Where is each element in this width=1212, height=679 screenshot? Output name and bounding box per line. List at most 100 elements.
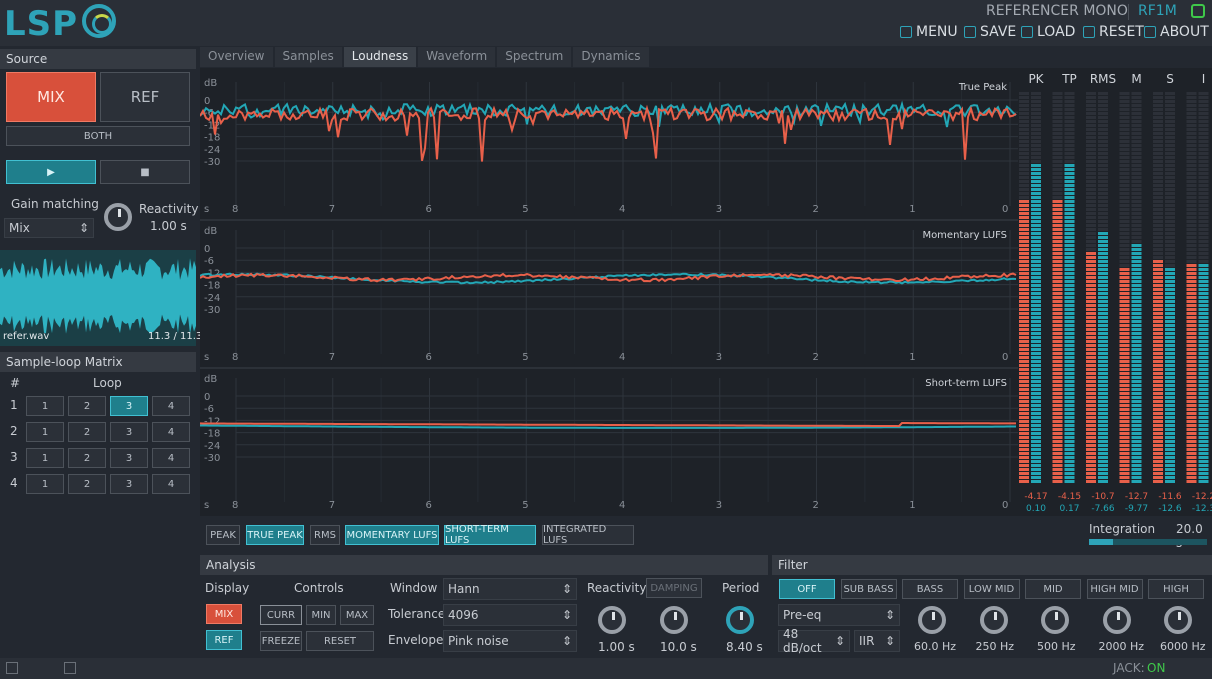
gain-matching-select[interactable]: Mix ⇕	[4, 218, 94, 238]
power-icon[interactable]	[1191, 4, 1205, 18]
ref-meter-bar	[1198, 188, 1209, 191]
loop-cell-button[interactable]: 1	[26, 448, 64, 468]
filter-band-button[interactable]: OFF	[779, 579, 835, 599]
filter-type-select[interactable]: IIR ⇕	[854, 630, 900, 652]
display-mix-button[interactable]: MIX	[206, 604, 242, 624]
loop-cell-button[interactable]: 3	[110, 448, 148, 468]
mix-meter-bar	[1153, 120, 1163, 123]
filter-freq-knob[interactable]	[1041, 606, 1069, 634]
both-button[interactable]: BOTH	[6, 126, 190, 146]
mix-meter-bar	[1153, 400, 1163, 403]
loop-cell-button[interactable]: 4	[152, 396, 190, 416]
ref-meter-bar	[1031, 480, 1041, 483]
display-toggle-button[interactable]: MOMENTARY LUFS	[345, 525, 439, 545]
reactivity-knob[interactable]	[104, 203, 132, 231]
mix-meter-bar	[1019, 292, 1029, 295]
freeze-button[interactable]: FREEZE	[260, 631, 302, 651]
mix-meter-bar	[1153, 296, 1163, 299]
ref-meter-bar	[1131, 232, 1142, 235]
ref-meter-bar	[1064, 236, 1075, 239]
ref-meter-bar	[1198, 440, 1209, 443]
mix-meter-bar	[1119, 444, 1130, 447]
filter-band-button[interactable]: BASS	[902, 579, 958, 599]
ref-button[interactable]: REF	[100, 72, 190, 122]
loop-cell-button[interactable]: 4	[152, 474, 190, 494]
analysis-reset-button[interactable]: RESET	[306, 631, 374, 651]
display-ref-button[interactable]: REF	[206, 630, 242, 650]
filter-band-button[interactable]: HIGH MID	[1086, 579, 1143, 599]
loop-cell-button[interactable]: 4	[152, 448, 190, 468]
tab-samples[interactable]: Samples	[274, 47, 342, 67]
ref-meter-bar	[1031, 420, 1041, 423]
play-button[interactable]: ▶	[6, 160, 96, 184]
ref-meter-bar	[1165, 440, 1175, 443]
filter-band-button[interactable]: HIGH	[1148, 579, 1204, 599]
tab-overview[interactable]: Overview	[200, 47, 273, 67]
loop-cell-button[interactable]: 2	[68, 474, 106, 494]
mix-meter-bar	[1119, 344, 1130, 347]
tab-waveform[interactable]: Waveform	[418, 47, 496, 67]
curr-button[interactable]: CURR	[260, 605, 302, 625]
loop-cell-button[interactable]: 1	[26, 422, 64, 442]
ref-meter-bar	[1165, 360, 1175, 363]
ref-meter-bar	[1064, 456, 1075, 459]
loop-cell-button[interactable]: 1	[26, 474, 64, 494]
mix-meter-bar	[1153, 432, 1163, 435]
filter-band-button[interactable]: LOW MID	[963, 579, 1020, 599]
x-tick-label: 0	[1002, 204, 1008, 215]
text-icon[interactable]	[64, 662, 76, 674]
loop-cell-button[interactable]: 1	[26, 396, 64, 416]
filter-band-button[interactable]: MID	[1025, 579, 1081, 599]
period-label: Period	[722, 581, 760, 595]
tolerance-select[interactable]: 4096 ⇕	[443, 604, 577, 626]
reactivity-knob-2[interactable]	[660, 606, 688, 634]
filter-freq-knob[interactable]	[1164, 606, 1192, 634]
stop-button[interactable]: ■	[100, 160, 190, 184]
min-button[interactable]: MIN	[306, 605, 336, 625]
display-toggle-button[interactable]: TRUE PEAK	[246, 525, 304, 545]
filter-band-button[interactable]: SUB BASS	[840, 579, 897, 599]
load-button[interactable]: LOAD	[1021, 24, 1075, 40]
save-button[interactable]: SAVE	[964, 24, 1016, 40]
mix-meter-bar	[1019, 132, 1029, 135]
display-toggle-button[interactable]: RMS	[310, 525, 340, 545]
display-toggle-button[interactable]: INTEGRATED LUFS	[542, 524, 634, 546]
filter-freq-knob[interactable]	[918, 606, 946, 634]
tab-loudness[interactable]: Loudness	[343, 47, 417, 67]
envelope-select[interactable]: Pink noise ⇕	[443, 630, 577, 652]
filter-freq-knob[interactable]	[979, 606, 1008, 634]
loop-cell-button[interactable]: 2	[68, 396, 106, 416]
mix-meter-bar	[1019, 364, 1029, 367]
tab-spectrum[interactable]: Spectrum	[497, 47, 572, 67]
display-toggle-button[interactable]: SHORT-TERM LUFS	[444, 524, 536, 546]
loop-cell-button[interactable]: 3	[110, 396, 148, 416]
loop-cell-button[interactable]: 2	[68, 448, 106, 468]
reactivity-knob-1[interactable]	[598, 606, 626, 634]
display-toggle-button[interactable]: PEAK	[206, 525, 240, 545]
menu-button[interactable]: MENU	[900, 24, 958, 40]
window-select[interactable]: Hann ⇕	[443, 578, 577, 600]
filter-position-select[interactable]: Pre-eq ⇕	[778, 604, 900, 626]
loop-cell-button[interactable]: 4	[152, 422, 190, 442]
loop-cell-button[interactable]: 2	[68, 422, 106, 442]
integration-slider[interactable]	[1089, 539, 1207, 545]
period-knob[interactable]	[726, 606, 754, 634]
loop-cell-button[interactable]: 3	[110, 422, 148, 442]
sample-waveform[interactable]	[0, 250, 196, 346]
filter-slope-select[interactable]: 48 dB/oct ⇕	[778, 627, 850, 655]
window-icon[interactable]	[6, 662, 18, 674]
mix-meter-bar	[1119, 320, 1130, 323]
loop-cell-button[interactable]: 3	[110, 474, 148, 494]
damping-button[interactable]: DAMPING	[646, 578, 702, 598]
tab-dynamics[interactable]: Dynamics	[573, 47, 649, 67]
filter-freq-knob[interactable]	[1102, 606, 1131, 634]
mix-button[interactable]: MIX	[6, 72, 96, 122]
about-button[interactable]: ABOUT	[1144, 24, 1209, 40]
reset-button[interactable]: RESET	[1083, 24, 1144, 40]
max-button[interactable]: MAX	[340, 605, 374, 625]
ref-meter-bar	[1198, 428, 1209, 431]
ref-meter-bar	[1098, 164, 1108, 167]
ref-meter-bar	[1098, 448, 1108, 451]
mix-meter-bar	[1086, 148, 1096, 151]
